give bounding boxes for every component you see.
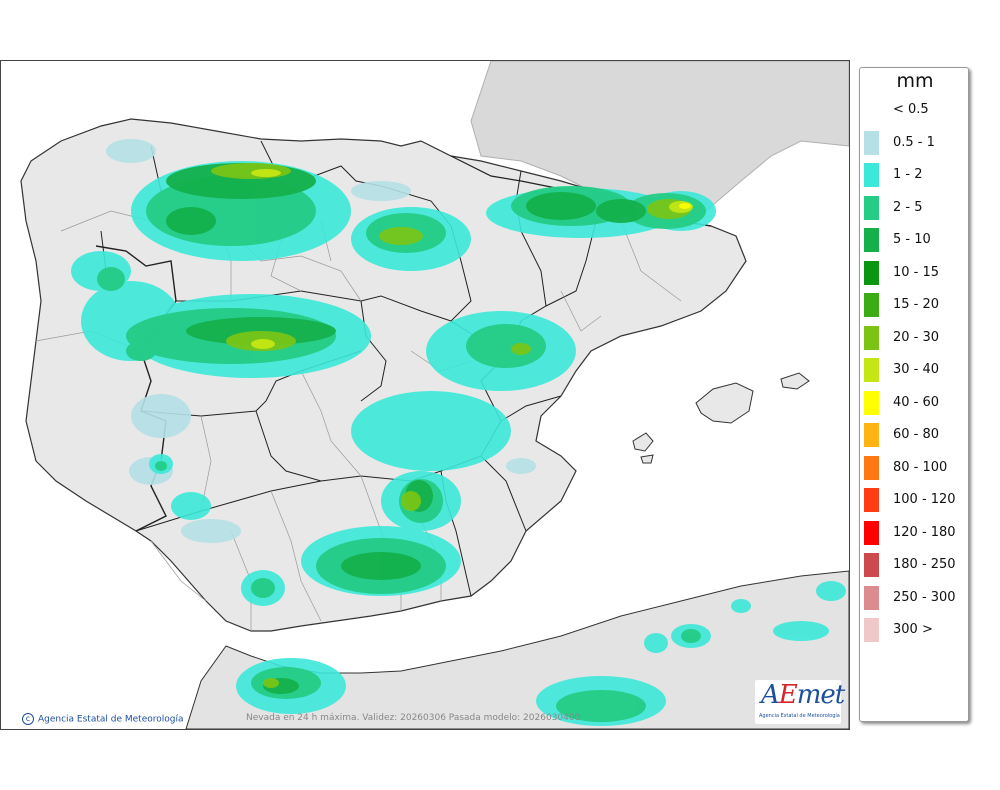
legend-swatch <box>864 195 879 220</box>
legend-label: 0.5 - 1 <box>893 134 935 150</box>
legend-label: 15 - 20 <box>893 297 940 312</box>
legend-label: 20 - 30 <box>893 329 940 345</box>
legend-swatch <box>864 390 879 415</box>
legend-swatch <box>864 228 879 252</box>
legend-swatch <box>864 553 879 577</box>
legend-unit: mm <box>896 70 934 92</box>
legend-row: 2 - 5 <box>864 195 968 220</box>
legend-row: 10 - 15 <box>864 260 968 285</box>
legend-label: 180 - 250 <box>893 557 956 572</box>
legend-swatch <box>864 130 879 155</box>
legend-row: 20 - 30 <box>864 325 968 350</box>
legend-row: 180 - 250 <box>864 553 968 577</box>
legend-label: 100 - 120 <box>893 492 956 507</box>
legend-swatch <box>864 163 879 187</box>
copyright-icon: c <box>22 713 34 725</box>
legend-row: 15 - 20 <box>864 293 968 317</box>
legend-label: 10 - 15 <box>893 264 940 280</box>
legend-row: 300 > <box>864 618 968 642</box>
aemet-logo: AEmet Agencia Estatal de Meteorología <box>755 680 845 724</box>
credit-text: Agencia Estatal de Meteorología <box>38 714 184 725</box>
legend-row: 30 - 40 <box>864 358 968 382</box>
legend-row: 60 - 80 <box>864 423 968 447</box>
ibiza-island <box>632 432 654 452</box>
north-africa <box>185 570 849 729</box>
mallorca-island <box>695 382 754 424</box>
legend-swatch <box>864 618 879 642</box>
legend-row: 1 - 2 <box>864 163 968 187</box>
legend-label: 30 - 40 <box>893 362 940 377</box>
menorca-island <box>780 372 810 390</box>
legend-label: 250 - 300 <box>893 589 956 605</box>
logo-letters-met: met <box>796 680 845 710</box>
legend-row: < 0.5 <box>864 98 968 122</box>
legend-row: 40 - 60 <box>864 390 968 415</box>
legend-row: 100 - 120 <box>864 488 968 512</box>
snow-band-0_5-1 <box>106 139 536 543</box>
precipitation-map <box>20 61 849 729</box>
legend-swatch <box>864 520 879 545</box>
legend-label: 300 > <box>893 622 933 637</box>
legend-row: 250 - 300 <box>864 585 968 610</box>
legend-row: 80 - 100 <box>864 455 968 480</box>
legend-swatch <box>864 488 879 512</box>
legend-row: 5 - 10 <box>864 228 968 252</box>
legend-label: 60 - 80 <box>893 427 940 442</box>
legend-swatch <box>864 585 879 610</box>
legend-swatch <box>864 455 879 480</box>
legend-row: 0.5 - 1 <box>864 130 968 155</box>
legend-label: 80 - 100 <box>893 459 948 475</box>
legend-swatch <box>864 260 879 285</box>
legend-label: < 0.5 <box>893 102 929 117</box>
legend-label: 120 - 180 <box>893 524 956 540</box>
map-caption: Nevada en 24 h máxima. Validez: 20260306… <box>246 713 581 723</box>
agency-credit: c Agencia Estatal de Meteorología <box>22 713 184 725</box>
logo-wordmark: AEmet <box>761 680 845 710</box>
logo-letter-a: A <box>761 680 780 710</box>
legend-row: 120 - 180 <box>864 520 968 545</box>
logo-subtitle: Agencia Estatal de Meteorología <box>759 713 840 719</box>
legend-label: 2 - 5 <box>893 199 923 215</box>
legend-label: 5 - 10 <box>893 232 931 247</box>
logo-letter-e: E <box>778 680 798 710</box>
map-frame <box>0 60 850 730</box>
legend-swatch <box>864 293 879 317</box>
legend-label: 40 - 60 <box>893 394 940 410</box>
color-legend: mm < 0.5 0.5 - 1 1 - 2 2 - 5 5 - 10 10 - 15 15… <box>859 67 969 722</box>
legend-label: 1 - 2 <box>893 167 923 182</box>
snow-band-40-60 <box>251 169 693 349</box>
legend-swatch <box>864 358 879 382</box>
formentera-island <box>640 454 654 464</box>
legend-swatch <box>864 325 879 350</box>
legend-swatch <box>864 423 879 447</box>
